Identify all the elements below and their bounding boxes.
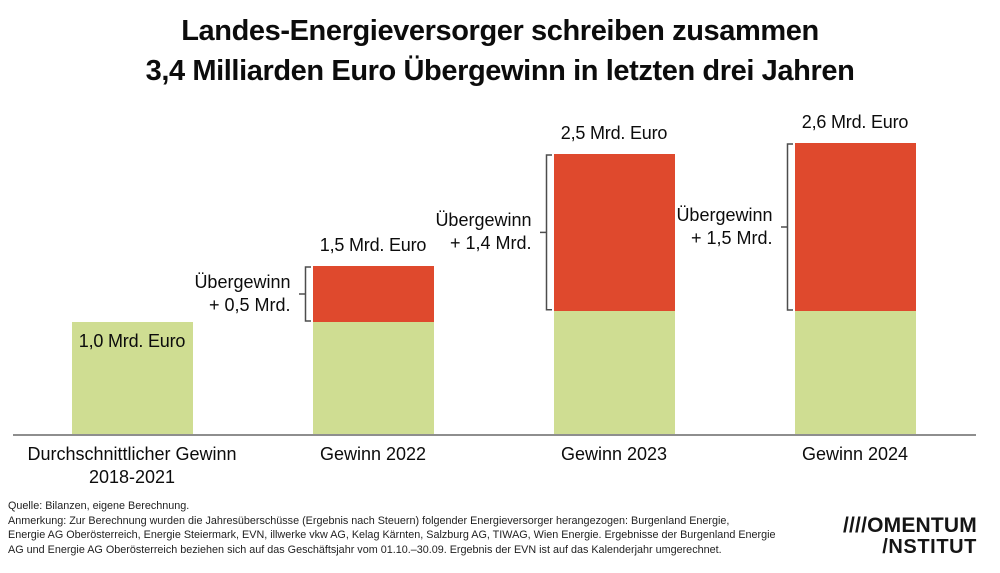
x-axis-category-label: Durchschnittlicher Gewinn 2018-2021 — [0, 443, 272, 489]
axis-label-line: Gewinn 2022 — [319, 444, 427, 464]
x-axis-category-label: Gewinn 2024 — [715, 443, 995, 466]
bar-uebergewinn-segment — [312, 266, 434, 322]
x-axis-category-label: Gewinn 2022 — [233, 443, 513, 466]
note-line: AG und Energie AG Oberösterreich beziehe… — [8, 543, 722, 556]
axis-label-line: Durchschnittlicher Gewinn — [27, 444, 237, 464]
uebergewinn-bracket — [298, 266, 311, 322]
bar-value-label: 1,5 Mrd. Euro — [319, 235, 427, 255]
bar-uebergewinn-segment — [794, 142, 916, 311]
x-axis-category-label: Gewinn 2023 — [474, 443, 754, 466]
annotation-line: + 1,5 Mrd. — [690, 227, 773, 248]
note-line: Anmerkung: Zur Berechnung wurden die Jah… — [8, 514, 730, 527]
axis-label-line: Gewinn 2024 — [801, 444, 909, 464]
bar-gewinn-segment — [553, 310, 675, 434]
bar-gewinn-segment — [794, 310, 916, 434]
bar-value-label: 2,5 Mrd. Euro — [560, 123, 668, 143]
bar-value-label: 2,6 Mrd. Euro — [801, 111, 909, 132]
uebergewinn-annotation: Übergewinn + 1,5 Mrd. — [603, 204, 773, 250]
chart-title-line1: Landes-Energieversorger schreiben zusamm… — [181, 15, 819, 47]
footer-notes: Quelle: Bilanzen, eigene Berechnung. Anm… — [8, 499, 776, 557]
note-line: Energie AG Oberösterreich, Energie Steie… — [8, 529, 776, 542]
uebergewinn-bracket — [780, 143, 793, 311]
annotation-line: Übergewinn — [435, 210, 532, 231]
uebergewinn-annotation: Übergewinn + 1,4 Mrd. — [362, 209, 532, 255]
annotation-line: Übergewinn — [194, 272, 291, 292]
annotation-line: + 0,5 Mrd. — [208, 295, 291, 315]
chart-title: Landes-Energieversorger schreiben zusamm… — [0, 11, 1000, 91]
momentum-institut-logo: ////OMENTUM /NSTITUT — [843, 515, 977, 558]
x-axis-line — [13, 434, 976, 436]
bar-value-label: 1,0 Mrd. Euro — [78, 331, 186, 351]
annotation-line: + 1,4 Mrd. — [449, 233, 532, 254]
annotation-line: Übergewinn — [676, 204, 773, 225]
bar-gewinn-segment — [312, 322, 434, 434]
chart-title-line2: 3,4 Milliarden Euro Übergewinn in letzte… — [145, 55, 855, 87]
uebergewinn-annotation: Übergewinn + 0,5 Mrd. — [121, 271, 291, 317]
bar-uebergewinn-segment — [553, 154, 675, 311]
source-line: Quelle: Bilanzen, eigene Berechnung. — [8, 500, 190, 512]
axis-label-line: 2018-2021 — [88, 467, 176, 487]
axis-label-line: Gewinn 2023 — [560, 444, 668, 464]
uebergewinn-bracket — [539, 154, 552, 311]
bar-gewinn-segment — [71, 322, 193, 434]
logo-wordmark-momentum: ////OMENTUM — [842, 514, 977, 537]
logo-wordmark-institut: /NSTITUT — [882, 536, 977, 558]
